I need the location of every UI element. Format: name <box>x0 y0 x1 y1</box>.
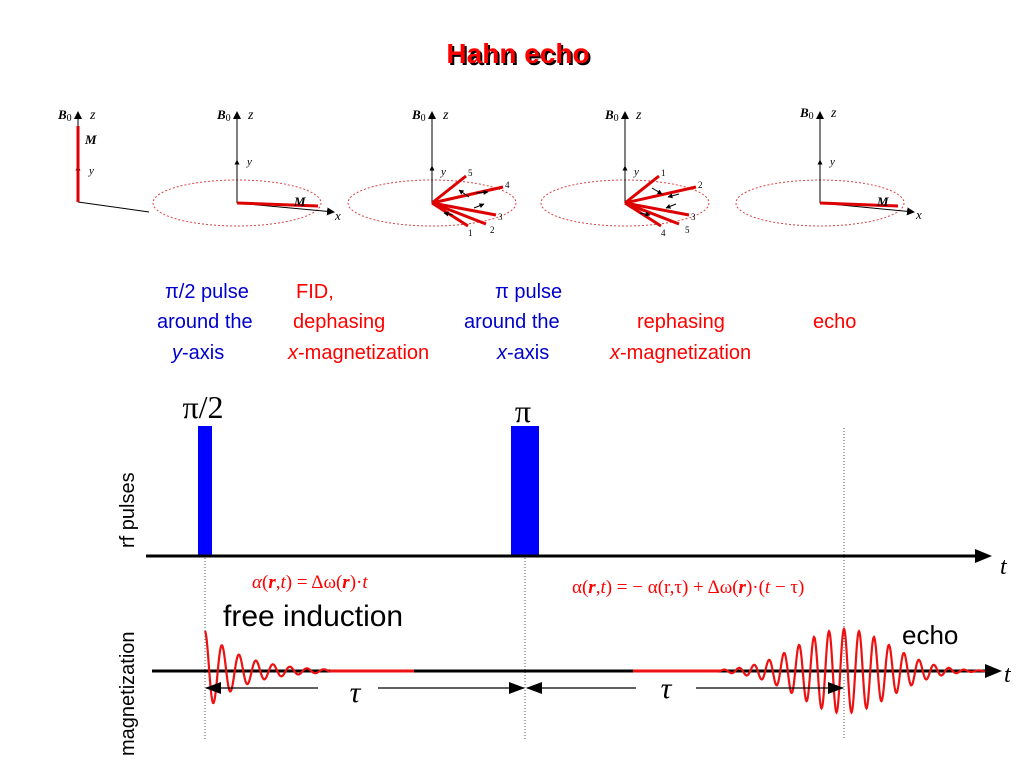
caption-5-line2: echo <box>813 311 856 333</box>
rephase-arrow <box>639 211 651 217</box>
rf-pulses-axis-label: rf pulses <box>117 472 139 548</box>
dephase-arrow <box>473 203 485 209</box>
y-label: y <box>440 166 446 178</box>
tau-2-label: τ <box>661 672 673 705</box>
vector-panel-5: B0 z y M x <box>735 105 922 227</box>
rf-axis-arrowhead <box>975 549 992 563</box>
magnetization-vector <box>236 201 319 208</box>
b0-label: B0 <box>799 105 814 122</box>
echo-signal <box>717 626 985 715</box>
timing-diagram: π/2 π rf pulses magnetization t α(r,t) =… <box>117 389 1012 756</box>
caption-3-line3: x-axis <box>496 342 549 364</box>
caption-4-line3: x-magnetization <box>609 342 751 364</box>
spin-vector-2 <box>431 201 487 226</box>
spin-label-2: 2 <box>698 180 703 190</box>
z-label: z <box>442 108 449 123</box>
caption-2-line2: dephasing <box>293 311 385 333</box>
z-label: z <box>247 108 254 123</box>
rephase-arrow <box>667 193 680 199</box>
m-label: M <box>876 194 889 209</box>
y-label: y <box>246 156 252 168</box>
caption-1-line3: y-axis <box>170 342 224 364</box>
vector-panel-3: B0 z y 5 4 3 2 1 <box>347 107 517 238</box>
tau-1-label: τ <box>350 676 362 709</box>
fid-signal <box>203 630 331 705</box>
pulse-2-label: π <box>515 393 531 429</box>
magnetization-axis-label: magnetization <box>117 631 139 756</box>
page-title-shadow: Hahn echo <box>448 40 591 71</box>
caption-3-line2: around the <box>464 311 560 333</box>
spin-vector-4 <box>624 201 680 226</box>
spin-label-1: 1 <box>468 228 473 238</box>
spin-vector-5 <box>624 201 662 228</box>
spin-label-1: 1 <box>661 168 666 178</box>
pi-pulse <box>511 426 539 556</box>
spin-label-5: 5 <box>468 168 473 178</box>
z-label: z <box>89 108 96 123</box>
spin-label-3: 3 <box>498 212 503 222</box>
y-label: y <box>633 166 639 178</box>
dephase-arrow <box>458 189 470 198</box>
m-label: M <box>293 194 306 209</box>
x-label: x <box>915 207 922 222</box>
caption-1-line2: around the <box>157 311 253 333</box>
z-label: z <box>635 108 642 123</box>
y-label: y <box>88 165 94 177</box>
spin-vector-5 <box>431 174 467 205</box>
page-title: Hahn echo <box>446 38 589 69</box>
spin-vector-3 <box>431 201 497 217</box>
b0-label: B0 <box>216 107 231 124</box>
caption-2-line3: x-magnetization <box>287 342 429 364</box>
caption-2-line1: FID, <box>296 281 334 303</box>
caption-3-line1: π pulse <box>495 281 562 303</box>
rephase-arrow <box>651 187 663 195</box>
rf-time-label: t <box>1000 554 1008 580</box>
caption-4-line2: rephasing <box>637 311 725 333</box>
x-label: x <box>334 208 341 223</box>
spin-vector-1 <box>624 174 660 205</box>
vector-panel-1: B0 z M y <box>57 107 150 213</box>
vector-panel-4: B0 z y 1 2 3 4 5 <box>540 107 710 238</box>
dephase-arrow <box>475 189 489 195</box>
rephase-arrow <box>665 203 677 209</box>
spin-label-2: 2 <box>490 225 495 235</box>
pi-half-pulse <box>198 426 212 556</box>
formula-dephasing: α(r,t) = Δω(r)·t <box>252 572 368 593</box>
free-induction-label: free induction <box>223 600 403 633</box>
z-label: z <box>830 106 837 121</box>
m-label: M <box>84 132 97 147</box>
caption-1-line1: π/2 pulse <box>165 281 249 303</box>
spin-label-3: 3 <box>691 212 696 222</box>
mag-time-label: t <box>1004 662 1012 688</box>
b0-label: B0 <box>604 107 619 124</box>
pulse-1-label: π/2 <box>182 389 223 425</box>
vector-panel-2: B0 z y M x <box>152 107 341 227</box>
magnetization-vector <box>819 201 899 208</box>
spin-label-4: 5 <box>685 225 690 235</box>
dephase-arrow <box>443 211 454 217</box>
formula-rephasing: α(r,t) = − α(r,τ) + Δω(r)·(t − τ) <box>572 577 804 598</box>
mag-axis-arrowhead <box>985 664 1002 678</box>
b0-label: B0 <box>411 107 426 124</box>
y-label: y <box>829 156 835 168</box>
spin-vector-3 <box>624 201 690 217</box>
spin-vector-4 <box>431 185 504 205</box>
spin-vector-2 <box>624 185 697 205</box>
spin-label-5: 4 <box>661 228 666 238</box>
b0-label: B0 <box>57 107 72 124</box>
spin-label-4: 4 <box>505 180 510 190</box>
x-axis <box>77 201 150 213</box>
captions: π/2 pulse around the y-axis FID, dephasi… <box>157 281 856 364</box>
echo-label: echo <box>902 620 958 650</box>
